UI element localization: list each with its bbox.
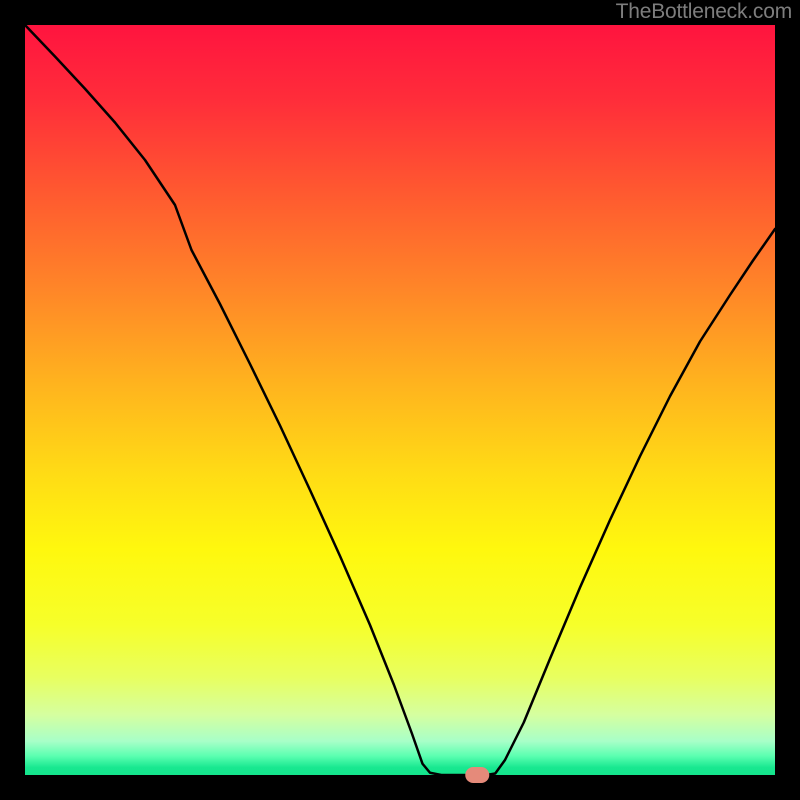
plot-background: [25, 25, 775, 775]
chart-container: TheBottleneck.com: [0, 0, 800, 800]
optimal-marker: [465, 767, 489, 783]
bottleneck-chart: [0, 0, 800, 800]
